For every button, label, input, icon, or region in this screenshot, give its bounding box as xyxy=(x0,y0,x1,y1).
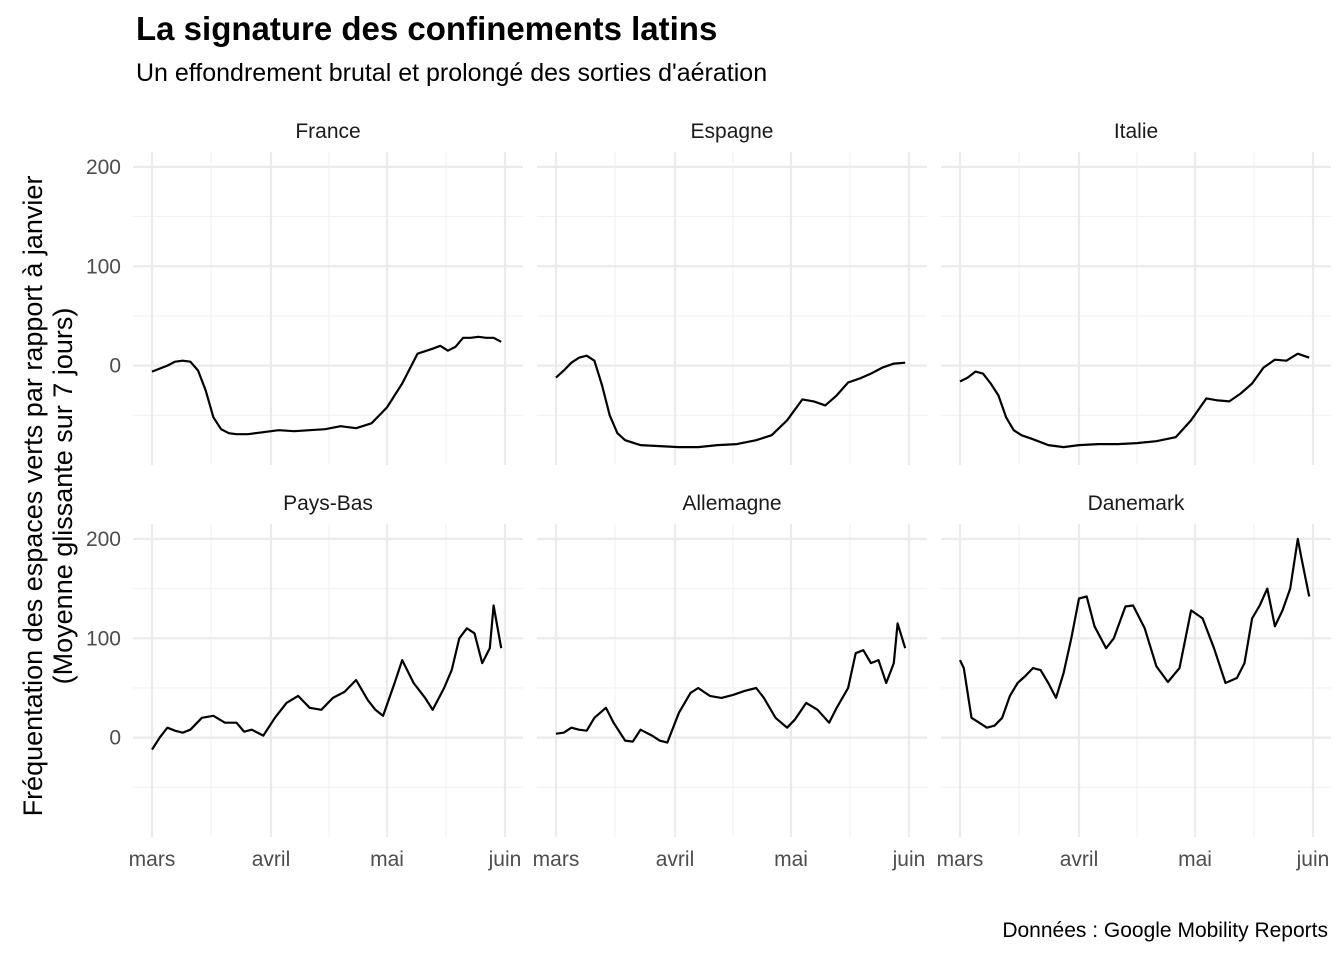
facet-label: Pays-Bas xyxy=(283,492,373,515)
series-line-allemagne xyxy=(555,622,907,744)
series-line-italie xyxy=(959,352,1310,449)
panel-espagne: Espagne xyxy=(537,120,927,465)
y-tick-label: 0 xyxy=(109,355,121,378)
chart-caption: Données : Google Mobility Reports xyxy=(1002,919,1328,942)
facet-label: France xyxy=(295,120,360,143)
x-tick-label: mars xyxy=(937,848,984,871)
y-axis-label-line1: Fréquentation des espaces verts par rapp… xyxy=(18,176,48,817)
panels-layer: France 0 100 200 Espagne Italie Pays-Bas 0 100 20… xyxy=(86,120,1331,871)
series-line-pays-bas xyxy=(151,604,503,751)
y-tick-label: 100 xyxy=(86,627,121,650)
x-tick-label: mars xyxy=(533,848,580,871)
y-tick-label: 200 xyxy=(86,156,121,179)
x-tick-label: avril xyxy=(252,848,291,871)
facet-label: Danemark xyxy=(1088,492,1185,515)
series-line-france xyxy=(151,335,502,436)
panel-france: France 0 100 200 xyxy=(86,120,523,465)
facet-label: Allemagne xyxy=(682,492,781,515)
y-tick-label: 0 xyxy=(109,727,121,750)
series-line-espagne xyxy=(555,354,906,449)
panel-allemagne: Allemagne mars avril mai juin xyxy=(533,492,927,871)
y-tick-label: 100 xyxy=(86,255,121,278)
chart-subtitle: Un effondrement brutal et prolongé des s… xyxy=(136,59,768,87)
x-tick-label: mai xyxy=(370,848,404,871)
y-axis-label-line2: (Moyenne glissante sur 7 jours) xyxy=(48,308,78,685)
x-tick-label: juin xyxy=(488,848,522,871)
x-tick-label: avril xyxy=(1060,848,1099,871)
x-tick-label: mai xyxy=(774,848,808,871)
chart-title: La signature des confinements latins xyxy=(136,10,718,47)
x-tick-label: avril xyxy=(656,848,695,871)
y-tick-label: 200 xyxy=(86,528,121,551)
panel-pays-bas: Pays-Bas 0 100 200 mars avril mai juin xyxy=(86,492,523,871)
x-tick-label: juin xyxy=(1296,848,1330,871)
facet-label: Italie xyxy=(1114,120,1158,143)
panel-italie: Italie xyxy=(941,120,1331,465)
facet-label: Espagne xyxy=(691,120,774,143)
x-tick-label: juin xyxy=(892,848,926,871)
series-line-danemark xyxy=(959,537,1311,729)
panel-danemark: Danemark mars avril mai juin xyxy=(937,492,1331,871)
x-tick-label: mars xyxy=(129,848,176,871)
x-tick-label: mai xyxy=(1178,848,1212,871)
